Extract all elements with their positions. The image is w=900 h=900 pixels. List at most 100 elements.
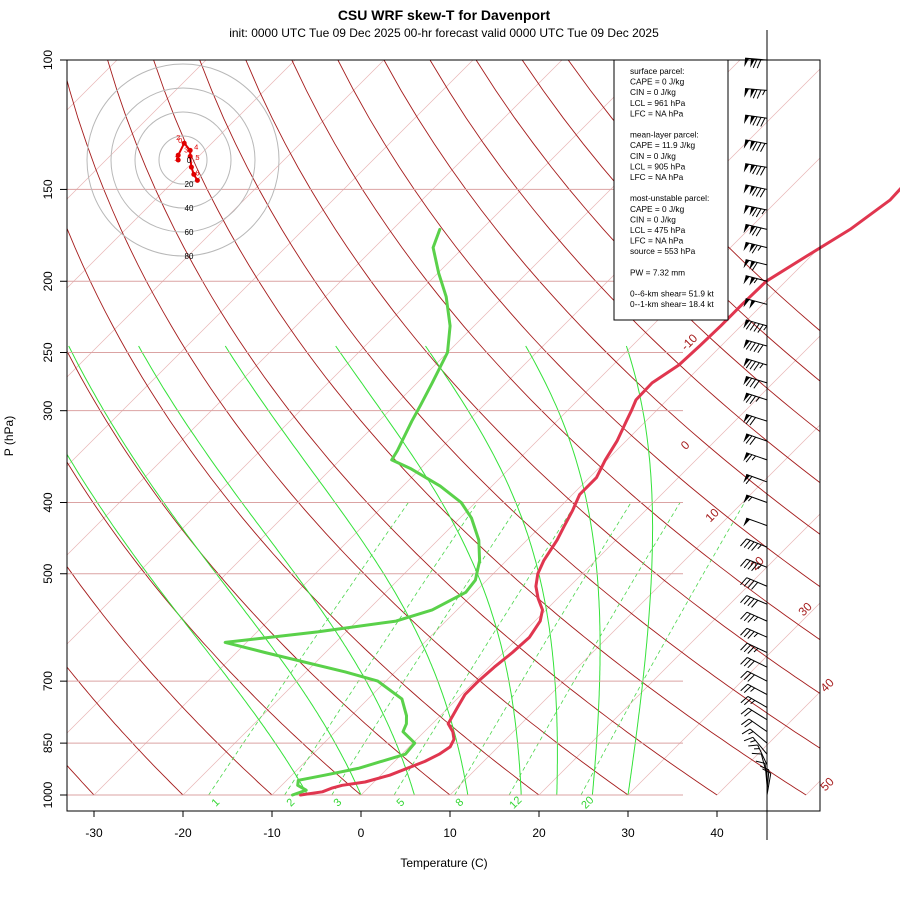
wind-barb-feather xyxy=(748,744,758,747)
wind-barb-shaft xyxy=(746,433,768,442)
isotherm-line xyxy=(895,60,900,795)
mixing-ratio-line xyxy=(284,502,478,796)
wind-barb xyxy=(740,577,768,590)
wind-barb-feather xyxy=(755,187,762,197)
wind-barb-flag xyxy=(743,474,751,483)
wind-barb-half-feather xyxy=(753,632,759,638)
parcel-info-line: LCL = 905 hPa xyxy=(630,161,686,171)
wind-barb xyxy=(743,339,768,354)
wind-barb xyxy=(740,627,768,639)
wind-barb-half-feather xyxy=(763,325,768,331)
wind-barb xyxy=(743,319,768,333)
parcel-info-line: LCL = 475 hPa xyxy=(630,225,686,235)
wind-barb-flag xyxy=(743,358,750,368)
wind-barb xyxy=(741,718,768,733)
wind-barb xyxy=(743,184,768,198)
wind-barb-feather xyxy=(740,657,748,665)
wind-barb-shaft xyxy=(745,319,768,327)
dewpoint-trace xyxy=(223,227,482,797)
wind-barb-feather xyxy=(762,768,772,774)
mixing-ratio-label: 1 xyxy=(209,796,222,809)
wind-barb-flag xyxy=(749,140,756,150)
y-tick-label: 1000 xyxy=(41,781,55,808)
wind-barb-feather xyxy=(743,685,752,693)
wind-barb-shaft xyxy=(745,241,768,249)
hodograph-point xyxy=(175,152,181,158)
parcel-info-line: LFC = NA hPa xyxy=(630,108,684,118)
wind-barb xyxy=(743,736,768,755)
wind-barb-flag xyxy=(749,225,756,235)
wind-barb-shaft xyxy=(745,298,768,305)
isotherm-label: 30 xyxy=(795,599,815,619)
wind-barb xyxy=(743,139,768,152)
hodograph-point xyxy=(175,157,181,163)
parcel-info-line: LFC = NA hPa xyxy=(630,236,684,246)
mixing-ratio-line xyxy=(393,502,577,796)
wind-barb-feather xyxy=(747,674,755,682)
wind-barb-feather xyxy=(744,720,753,728)
wind-barb-half-feather xyxy=(753,278,758,284)
mixing-ratio-label: 5 xyxy=(394,796,407,809)
parcel-info-line: 0--6-km shear= 51.9 kt xyxy=(630,289,714,299)
x-tick-label: 30 xyxy=(621,826,635,840)
wind-barb-feather xyxy=(740,595,748,604)
x-tick-label: -30 xyxy=(85,826,103,840)
wind-barb-flag xyxy=(749,206,756,216)
wind-barb xyxy=(762,768,772,796)
wind-barb-feather xyxy=(745,377,753,387)
wind-barb-feather xyxy=(743,629,751,638)
wind-barb-feather xyxy=(747,580,755,589)
parcel-info-line: mean-layer parcel: xyxy=(630,130,699,140)
wind-barb-feather xyxy=(747,660,755,669)
wind-barb-flag xyxy=(743,115,750,125)
wind-barb xyxy=(743,392,768,405)
hodograph-height-label: 1 xyxy=(174,154,178,163)
parcel-info-line: CAPE = 0 J/kg xyxy=(630,77,685,87)
wind-barb-feather xyxy=(747,598,755,607)
wind-barb-half-feather xyxy=(748,496,753,502)
wind-barb-flag xyxy=(749,261,756,270)
wind-barb-feather xyxy=(753,362,760,371)
hodograph-height-label: 3 xyxy=(184,145,188,154)
mixing-ratio-label: 2 xyxy=(284,796,297,809)
wind-barb-feather xyxy=(745,394,753,403)
hodograph-ring-label: 80 xyxy=(185,252,194,261)
wind-barb-feather xyxy=(752,89,758,99)
wind-barb-feather xyxy=(749,322,756,331)
parcel-info-line: source = 553 hPa xyxy=(630,246,696,256)
wind-barb-feather xyxy=(747,561,755,570)
wind-barb-flag xyxy=(743,376,750,386)
wind-barb-feather xyxy=(751,582,759,590)
dry-adiabat xyxy=(199,60,820,749)
wind-barb-flag xyxy=(750,58,756,68)
wind-barb-flag xyxy=(743,205,750,215)
hodograph-height-label: 0 xyxy=(178,136,182,145)
wind-barb-feather xyxy=(751,207,758,217)
wind-barb-feather xyxy=(740,577,748,586)
dry-adiabat xyxy=(67,78,629,796)
x-tick-label: 20 xyxy=(532,826,546,840)
chart-title: CSU WRF skew-T for Davenport xyxy=(338,7,551,23)
x-tick-label: 0 xyxy=(358,826,365,840)
wind-barb-flag xyxy=(743,339,750,349)
wind-barb-feather xyxy=(757,344,764,354)
hodograph-ring xyxy=(110,87,256,233)
wind-barb-feather xyxy=(755,208,762,218)
wind-barb xyxy=(740,595,768,608)
wind-barb-feather xyxy=(747,631,755,639)
wind-barb-half-feather xyxy=(757,564,762,570)
x-tick-label: 40 xyxy=(710,826,724,840)
wind-barb xyxy=(740,611,768,623)
wind-barb-shaft xyxy=(745,223,768,230)
wind-barb-feather xyxy=(759,188,766,198)
hodograph-height-label: 2 xyxy=(176,133,180,142)
wind-barb-feather xyxy=(760,117,766,127)
isotherm-line xyxy=(271,246,820,796)
wind-barb-feather xyxy=(743,596,751,605)
parcel-info-frame xyxy=(613,59,729,321)
wind-barb-feather xyxy=(752,58,758,69)
wind-barb-feather xyxy=(756,89,762,99)
wind-barb-feather xyxy=(740,696,749,704)
wind-barb-feather xyxy=(747,646,755,654)
parcel-info-line: surface parcel: xyxy=(630,66,684,76)
